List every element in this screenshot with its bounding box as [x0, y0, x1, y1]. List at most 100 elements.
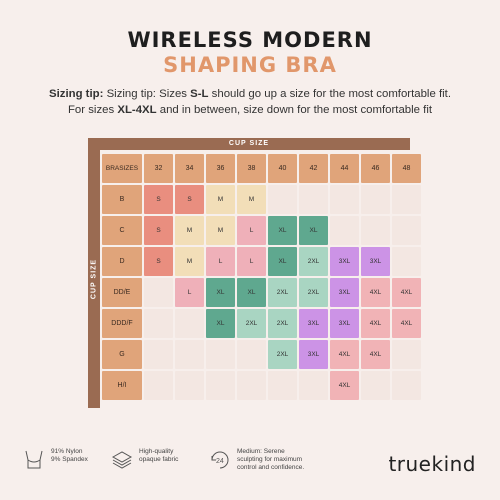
size-cell — [144, 340, 173, 369]
size-cell — [268, 185, 297, 214]
size-cell: S — [144, 185, 173, 214]
size-cell: 3XL — [330, 309, 359, 338]
cup-size-row-label: DDD/F — [102, 309, 142, 338]
feature-material: 91% Nylon 9% Spandex — [22, 448, 88, 472]
size-cell: L — [175, 278, 204, 307]
brand-logo: truekind — [388, 452, 476, 476]
size-cell: 2XL — [268, 278, 297, 307]
size-cell — [175, 309, 204, 338]
cup-size-row-label: DD/E — [102, 278, 142, 307]
features-footer: 91% Nylon 9% Spandex High-quality opaque… — [0, 448, 500, 488]
size-cell: 4XL — [361, 309, 390, 338]
cup-size-row-label: D — [102, 247, 142, 276]
size-cell — [144, 371, 173, 400]
size-cell: 4XL — [392, 278, 421, 307]
band-size-header: 42 — [299, 154, 328, 183]
band-size-header: 34 — [175, 154, 204, 183]
size-cell: 2XL — [237, 309, 266, 338]
tip-text-a: Sizing tip: Sizes — [103, 88, 191, 100]
size-cell: 4XL — [392, 309, 421, 338]
size-chart-grid: BRA SIZES 32 34 36 38 40 42 44 46 48 B S S M M C S M M L XL XL… — [102, 154, 421, 431]
sizing-tip: Sizing tip: Sizing tip: Sizes S-L should… — [0, 86, 500, 118]
size-cell: 4XL — [361, 340, 390, 369]
band-size-header: 40 — [268, 154, 297, 183]
size-cell: 2XL — [268, 309, 297, 338]
cup-size-side-text: CUP SIZE — [90, 258, 98, 300]
band-size-header: 48 — [392, 154, 421, 183]
title-line-1: WIRELESS MODERN — [127, 28, 373, 52]
size-cell: L — [206, 247, 235, 276]
size-cell — [299, 371, 328, 400]
bra-sizes-header: BRA SIZES — [102, 154, 142, 183]
size-cell — [206, 371, 235, 400]
band-size-header: 46 — [361, 154, 390, 183]
title-line-2: SHAPING BRA — [163, 53, 337, 77]
cup-size-row-label: B — [102, 185, 142, 214]
size-cell: M — [206, 185, 235, 214]
feature-compression-line3: control and confidence. — [237, 464, 305, 471]
size-cell: XL — [206, 278, 235, 307]
size-cell: 2XL — [268, 340, 297, 369]
bra-icon — [25, 450, 43, 469]
size-cell — [392, 185, 421, 214]
size-cell — [330, 185, 359, 214]
24h-icon: 24 — [211, 451, 229, 469]
size-cell: S — [144, 216, 173, 245]
svg-text:24: 24 — [216, 458, 224, 465]
size-cell: 4XL — [330, 340, 359, 369]
tip-bold-b: XL-4XL — [117, 104, 157, 116]
size-cell: 3XL — [361, 247, 390, 276]
feature-compression-line2: sculpting for maximum — [237, 456, 303, 463]
band-size-header: 36 — [206, 154, 235, 183]
tip-text-d: and in between, size down for the most c… — [156, 104, 433, 116]
size-cell — [361, 216, 390, 245]
size-cell — [392, 340, 421, 369]
cup-size-row-label: H/I — [102, 371, 142, 400]
size-cell: M — [175, 216, 204, 245]
size-cell: L — [237, 247, 266, 276]
feature-compression-line1: Medium: Serene — [237, 448, 285, 455]
tip-text-b: should go up a size for the most comfort… — [208, 88, 451, 100]
feature-material-line2: 9% Spandex — [51, 456, 88, 463]
cup-size-row-label: G — [102, 340, 142, 369]
feature-fabric-line2: opaque fabric — [139, 456, 179, 463]
feature-material-line1: 91% Nylon — [51, 448, 83, 455]
size-cell: M — [175, 247, 204, 276]
size-cell: L — [237, 216, 266, 245]
size-cell — [392, 371, 421, 400]
tip-text-c: For sizes — [67, 104, 118, 116]
size-cell — [361, 371, 390, 400]
feature-fabric: High-quality opaque fabric — [110, 448, 178, 472]
tip-bold-a: S-L — [190, 88, 209, 100]
size-cell — [237, 340, 266, 369]
size-cell — [175, 371, 204, 400]
fabric-icon — [111, 451, 133, 469]
feature-fabric-line1: High-quality — [139, 448, 174, 455]
feature-compression: 24 Medium: Serene sculpting for maximum … — [208, 448, 304, 472]
tip-prefix: Sizing tip: — [48, 88, 104, 100]
cup-size-header: CUP SIZE — [88, 138, 410, 150]
size-cell: M — [206, 216, 235, 245]
size-cell — [392, 216, 421, 245]
size-cell: 3XL — [299, 340, 328, 369]
band-size-header: 38 — [237, 154, 266, 183]
size-cell — [144, 309, 173, 338]
size-cell — [330, 216, 359, 245]
size-cell — [361, 185, 390, 214]
band-size-header: 32 — [144, 154, 173, 183]
size-cell: 3XL — [330, 247, 359, 276]
cup-size-side-label: CUP SIZE — [88, 150, 100, 408]
size-cell — [144, 278, 173, 307]
size-cell: XL — [299, 216, 328, 245]
size-cell: 3XL — [299, 309, 328, 338]
size-cell: 3XL — [330, 278, 359, 307]
size-cell — [299, 185, 328, 214]
size-cell: M — [237, 185, 266, 214]
size-cell: S — [144, 247, 173, 276]
size-cell — [175, 340, 204, 369]
size-cell: XL — [268, 247, 297, 276]
size-cell: XL — [206, 309, 235, 338]
size-cell — [392, 247, 421, 276]
size-cell: 4XL — [330, 371, 359, 400]
size-cell: S — [175, 185, 204, 214]
